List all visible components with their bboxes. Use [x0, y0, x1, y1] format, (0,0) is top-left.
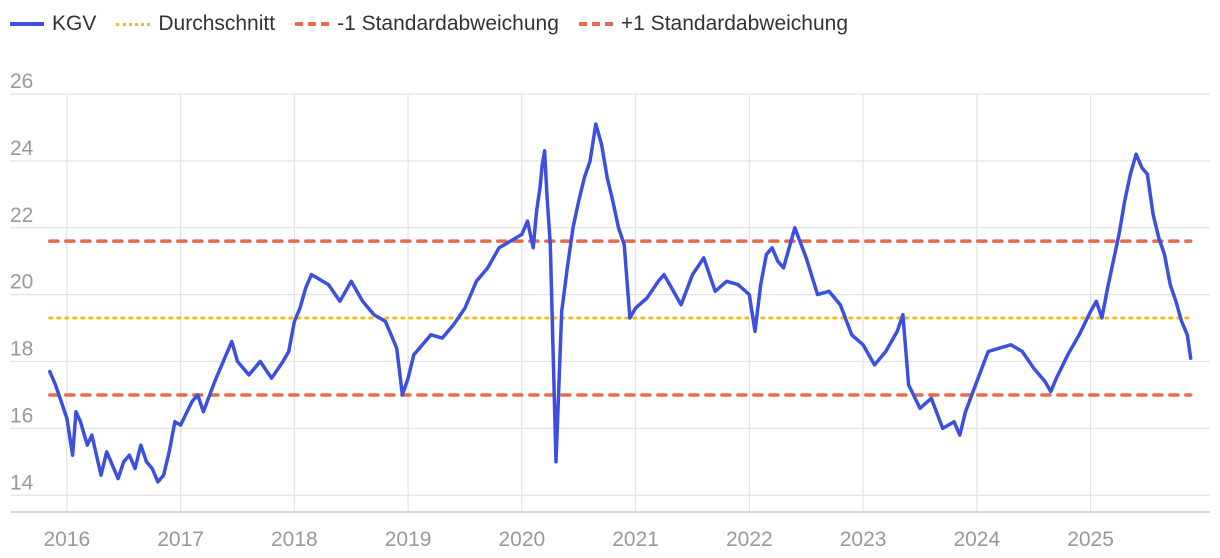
grid-layer [10, 93, 1210, 513]
series-layer [48, 122, 1193, 484]
y-tick-label: 20 [10, 271, 33, 294]
x-tick-label: 2021 [612, 528, 659, 551]
legend-label-kgv: KGV [52, 12, 97, 35]
y-tick-label: 14 [10, 471, 34, 494]
x-tick-label: 2016 [44, 528, 91, 551]
reference-lines-layer [48, 239, 1193, 397]
legend-item-kgv[interactable]: KGV [10, 12, 96, 36]
legend-item-average[interactable]: Durchschnitt [116, 12, 275, 36]
x-tick-label: 2018 [271, 528, 318, 551]
legend-swatch-kgv [10, 22, 44, 26]
legend-label-plus-std: +1 Standardabweichung [620, 12, 848, 35]
x-tick-label: 2025 [1067, 528, 1114, 551]
y-tick-label: 24 [10, 137, 34, 160]
legend-swatch-average [116, 22, 151, 26]
x-tick-label: 2024 [953, 528, 1000, 551]
y-tick-label: 22 [10, 204, 33, 227]
x-tick-label: 2023 [840, 528, 887, 551]
x-tick-label: 2020 [498, 528, 545, 551]
legend-item-minus-std[interactable]: -1 Standardabweichung [295, 12, 559, 36]
legend-item-plus-std[interactable]: +1 Standardabweichung [578, 12, 848, 36]
x-tick-label: 2022 [726, 528, 773, 551]
y-tick-label: 26 [10, 70, 33, 93]
y-tick-label: 16 [10, 404, 33, 427]
legend: KGV Durchschnitt -1 Standardabweichung +… [10, 8, 848, 40]
x-tick-label: 2019 [385, 528, 432, 551]
legend-label-average: Durchschnitt [158, 12, 276, 35]
y-tick-label: 18 [10, 338, 33, 361]
legend-label-minus-std: -1 Standardabweichung [337, 12, 559, 35]
legend-swatch-minus-std [295, 22, 330, 26]
kgv-series-line [48, 122, 1193, 484]
x-tick-label: 2017 [157, 528, 204, 551]
legend-swatch-plus-std [578, 22, 613, 26]
